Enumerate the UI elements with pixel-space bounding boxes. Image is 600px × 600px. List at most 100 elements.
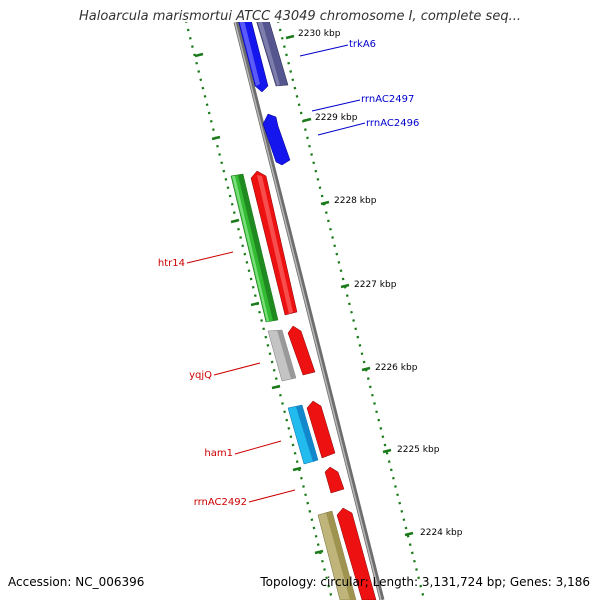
gene-red-3[interactable] <box>306 400 336 459</box>
inner-minor-tick <box>318 186 322 190</box>
inner-minor-tick <box>308 144 311 148</box>
inner-minor-tick <box>417 576 420 580</box>
outer-major-ticks <box>194 52 324 555</box>
outer-minor-tick <box>212 128 215 131</box>
gene-ham1-cyan[interactable] <box>287 404 319 465</box>
inner-minor-tick <box>383 443 387 447</box>
outer-minor-tick <box>209 119 213 123</box>
gene-label-rrnAC2497[interactable]: rrnAC2497 <box>361 94 414 105</box>
outer-minor-tick <box>329 593 333 596</box>
gene-red-5[interactable] <box>336 507 377 600</box>
inner-minor-tick <box>343 285 347 289</box>
inner-minor-tick <box>306 136 309 140</box>
outer-minor-tick <box>314 534 318 538</box>
outer-minor-tick <box>226 186 230 190</box>
outer-minor-tick <box>262 327 266 331</box>
outer-minor-tick <box>203 95 207 98</box>
inner-minor-tick <box>371 393 374 397</box>
inner-minor-tick <box>354 327 358 331</box>
inner-minor-tick <box>329 227 332 231</box>
inner-minor-tick <box>398 501 402 505</box>
inner-minor-tick <box>320 194 324 198</box>
inner-minor-tick <box>406 534 410 538</box>
outer-minor-tick <box>270 360 274 364</box>
outer-minor-tick <box>195 61 198 65</box>
gene-yqjQ-gray[interactable] <box>267 329 297 382</box>
outer-minor-tick <box>327 584 331 588</box>
outer-minor-tick <box>258 310 261 314</box>
outer-minor-tick <box>207 111 211 115</box>
gene-label-leaders <box>186 44 366 503</box>
gene-label-rrnAC2492[interactable]: rrnAC2492 <box>194 497 247 508</box>
gene-label-yqjQ[interactable]: yqjQ <box>189 370 212 381</box>
gene-label-ham1[interactable]: ham1 <box>204 448 233 459</box>
inner-minor-tick <box>396 493 399 497</box>
outer-minor-tick <box>304 493 307 497</box>
gene-htr14[interactable] <box>230 173 279 323</box>
outer-minor-tick <box>186 28 190 32</box>
inner-minor-tick <box>280 36 284 40</box>
inner-tick-track <box>277 22 425 596</box>
outer-minor-tick <box>264 335 268 339</box>
gene-red-4[interactable] <box>324 466 345 494</box>
outer-minor-tick <box>232 211 236 214</box>
gene-trkA6-blue[interactable] <box>233 0 269 93</box>
gene-red-1[interactable] <box>250 170 298 316</box>
map-canvas: 2230 kbp 2229 kbp 2228 kbp 2227 kbp 2226… <box>158 0 463 600</box>
outer-minor-tick <box>241 244 245 248</box>
outer-minor-tick <box>321 559 324 563</box>
outer-minor-tick <box>199 78 203 82</box>
outer-minor-tick <box>224 178 228 181</box>
chromosome-backbone <box>233 22 385 600</box>
inner-minor-tick <box>373 402 376 405</box>
inner-minor-tick <box>394 485 397 488</box>
inner-minor-tick <box>327 219 330 223</box>
outer-minor-tick <box>302 485 305 488</box>
outer-minor-tick <box>245 261 249 264</box>
inner-minor-tick <box>404 526 408 530</box>
outer-minor-tick <box>243 252 247 256</box>
inner-minor-tick <box>352 319 355 322</box>
inner-minor-tick <box>289 70 293 73</box>
gene-label-rrnAC2496[interactable]: rrnAC2496 <box>366 118 419 129</box>
kbp-major-ticks <box>285 34 414 537</box>
kbp-label-2229: 2229 kbp <box>315 113 358 123</box>
outer-minor-tick <box>191 45 194 48</box>
gene-label-trkA6[interactable]: trkA6 <box>349 39 376 50</box>
outer-minor-tick <box>260 319 263 322</box>
chromosome-backbone-highlight <box>234 22 382 600</box>
inner-minor-tick <box>350 310 353 314</box>
kbp-label-2228: 2228 kbp <box>334 196 377 206</box>
outer-minor-tick <box>272 368 276 372</box>
outer-minor-tick <box>253 294 257 297</box>
gene-khaki[interactable] <box>317 510 357 600</box>
outer-minor-tick <box>216 144 219 148</box>
outer-minor-tick <box>291 443 295 447</box>
gene-trkA6-navy[interactable] <box>250 0 289 87</box>
outer-minor-tick <box>289 435 293 439</box>
inner-minor-tick <box>419 584 423 588</box>
inner-minor-tick <box>360 352 364 356</box>
outer-minor-tick <box>279 393 282 397</box>
outer-minor-tick <box>268 352 272 356</box>
inner-minor-tick <box>379 427 383 430</box>
inner-minor-tick <box>413 559 416 563</box>
inner-minor-tick <box>291 78 295 82</box>
inner-minor-tick <box>304 128 307 131</box>
outer-minor-tick <box>201 86 205 90</box>
gene-rrnAC2496[interactable] <box>262 113 291 166</box>
inner-minor-tick <box>392 476 395 480</box>
kbp-label-2225: 2225 kbp <box>397 445 440 455</box>
outer-minor-tick <box>239 236 242 239</box>
inner-minor-tick <box>358 344 362 347</box>
inner-minor-tick <box>341 277 345 281</box>
gene-red-2[interactable] <box>287 325 316 376</box>
inner-minor-tick <box>337 261 341 264</box>
inner-minor-tick <box>400 510 404 513</box>
gene-label-htr14[interactable]: htr14 <box>158 258 185 269</box>
inner-minor-tick <box>362 360 366 364</box>
inner-minor-tick <box>287 61 290 65</box>
inner-minor-tick <box>283 45 286 48</box>
outer-minor-tick <box>281 402 284 405</box>
